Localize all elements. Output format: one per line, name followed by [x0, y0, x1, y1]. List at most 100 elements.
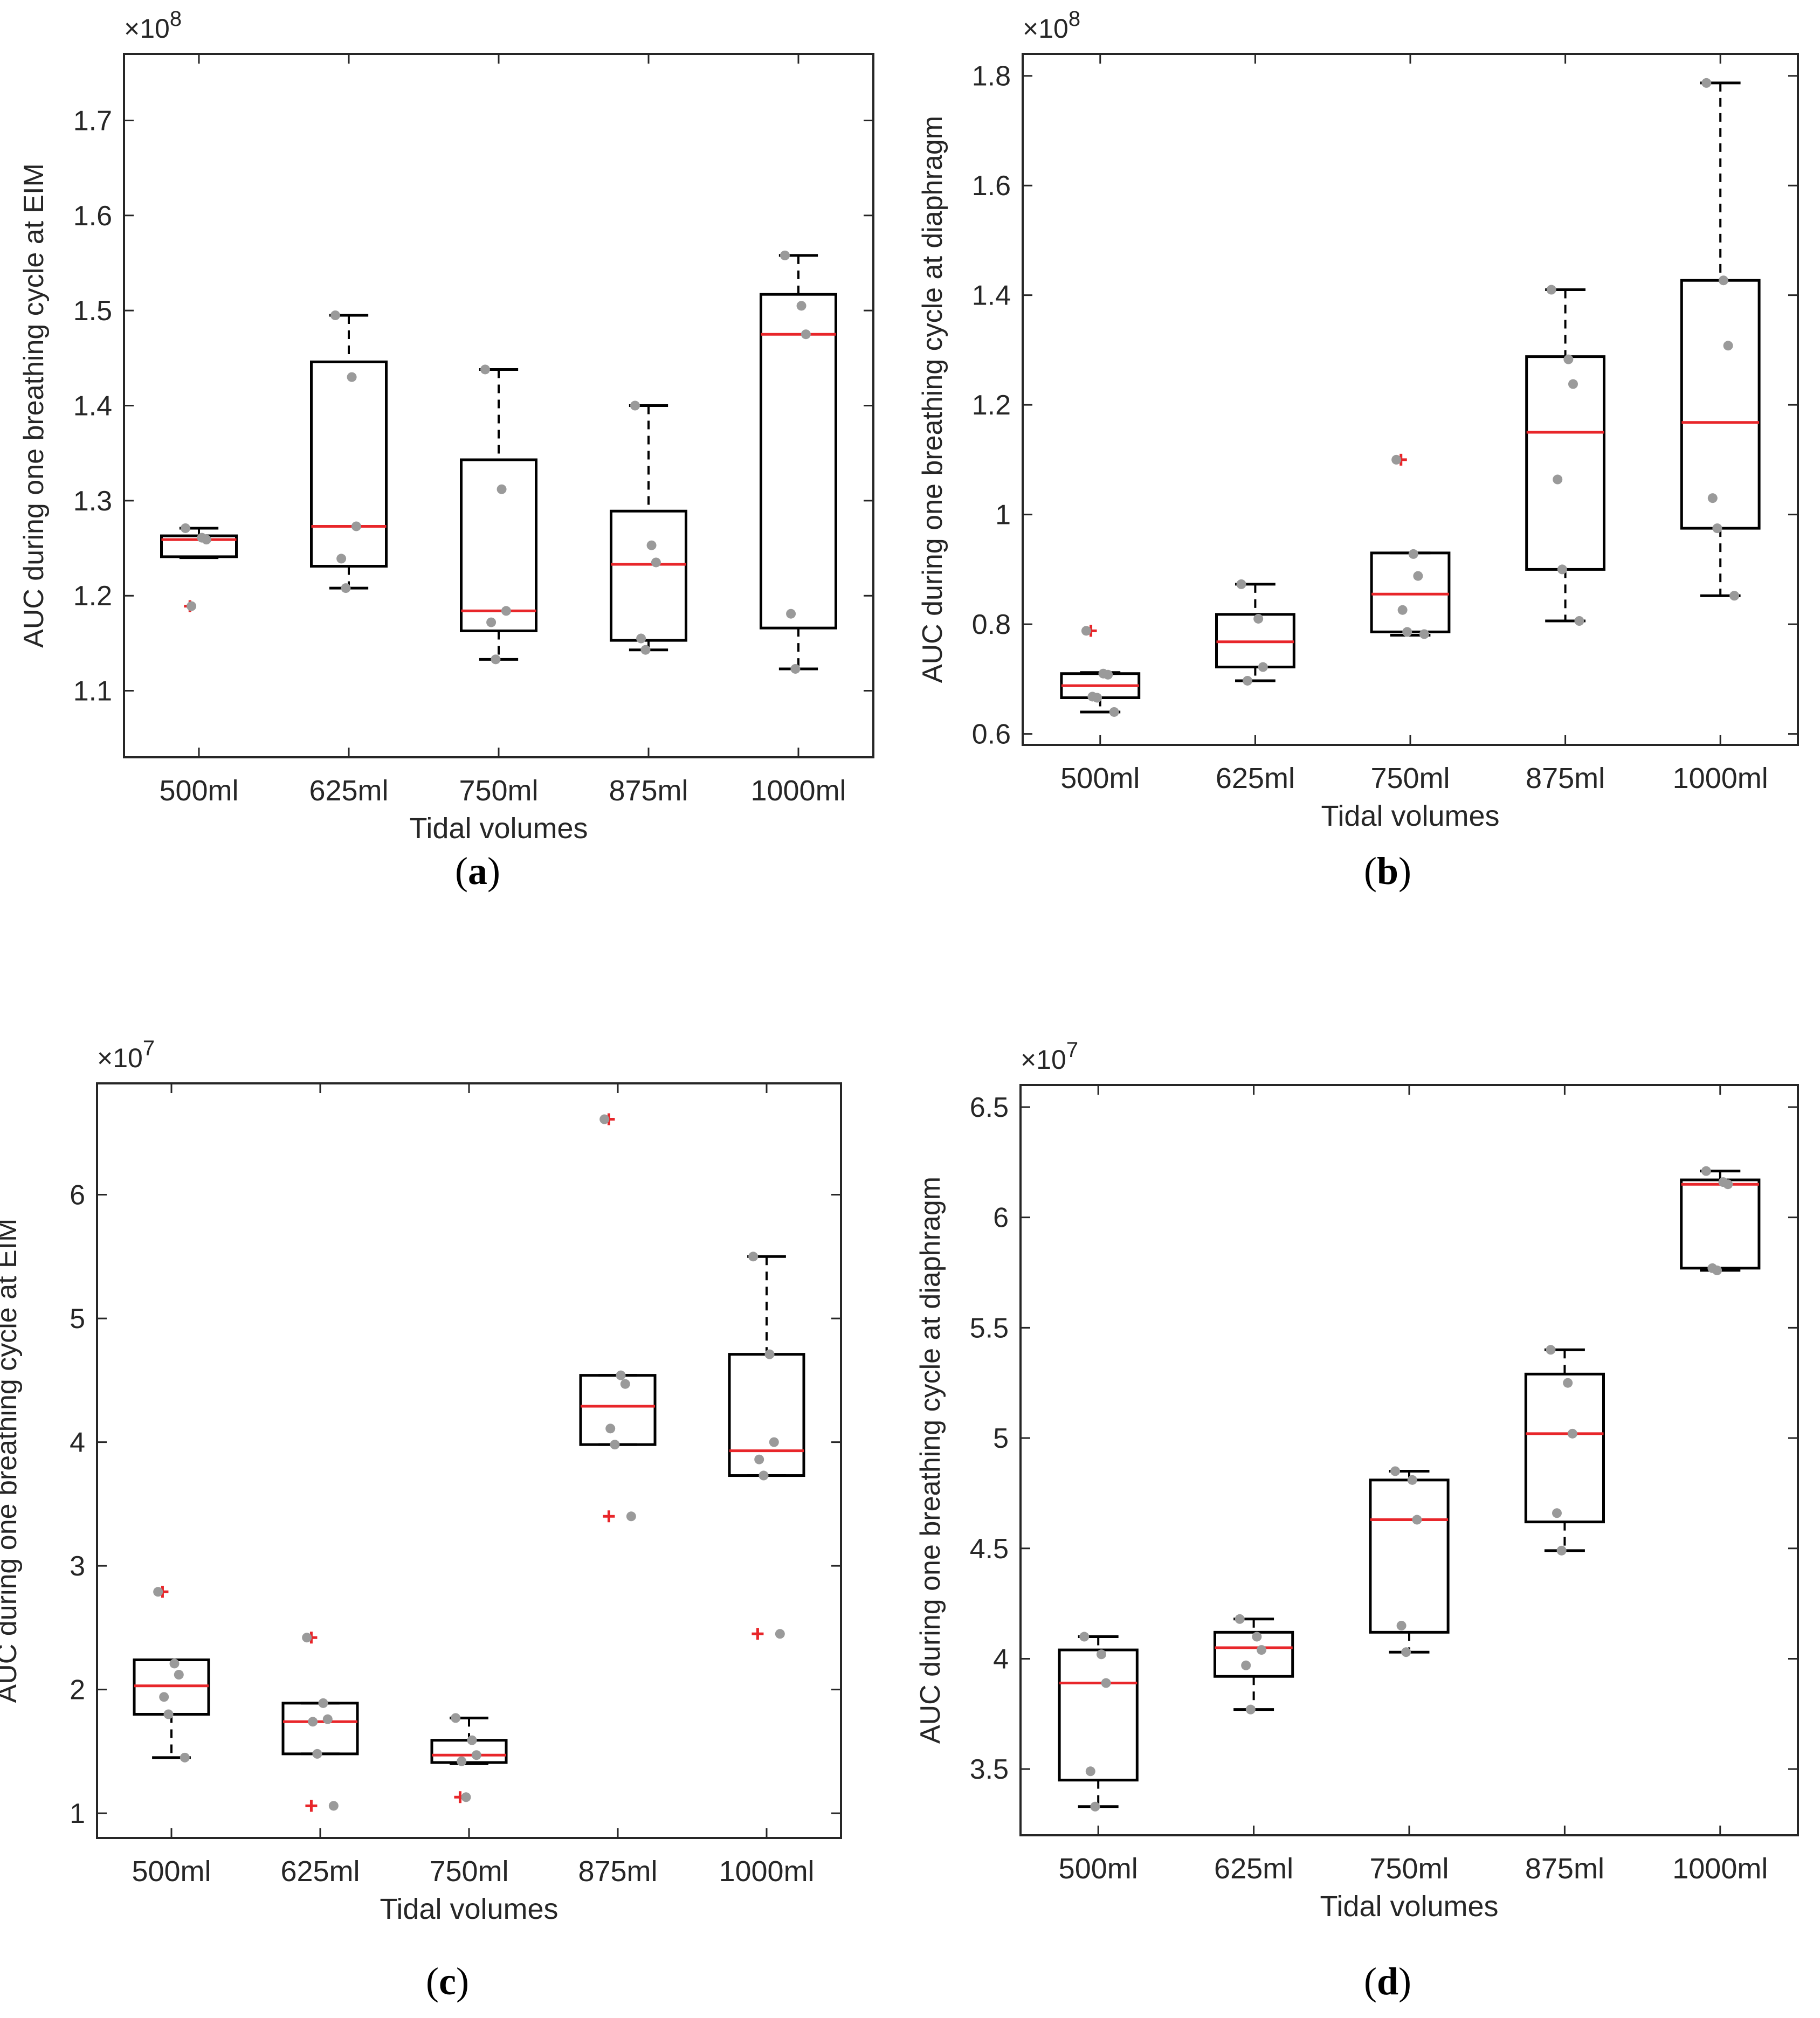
data-point [605, 1423, 616, 1434]
data-point [1574, 616, 1584, 626]
data-point [457, 1756, 467, 1766]
data-point [1712, 1265, 1722, 1275]
y-tick-label: 1.7 [73, 105, 112, 136]
data-point [461, 1792, 471, 1802]
data-point [201, 535, 211, 545]
box-group-1000ml [1680, 1166, 1761, 1275]
data-point [754, 1454, 764, 1464]
iqr-box [1524, 1372, 1605, 1524]
data-point [1397, 605, 1408, 615]
box-group-625ml [281, 1632, 359, 1812]
y-tick-label: 1.2 [972, 390, 1011, 421]
x-tick-label: 875ml [1525, 1853, 1604, 1885]
data-point [480, 364, 490, 375]
y-tick-label: 6.5 [970, 1092, 1009, 1123]
x-tick-label: 500ml [159, 775, 238, 807]
data-point [1090, 1801, 1100, 1812]
box-group-750ml [1369, 1466, 1450, 1657]
data-point [497, 484, 507, 494]
data-point [174, 1670, 184, 1680]
y-tick-label: 1.5 [73, 295, 112, 327]
data-point [1723, 1179, 1733, 1190]
y-tick-label: 5 [70, 1303, 85, 1335]
data-point [1235, 1614, 1245, 1624]
box-group-875ml [579, 1113, 657, 1523]
y-tick-label: 0.8 [972, 609, 1011, 640]
data-point [1413, 571, 1423, 581]
data-point [1109, 707, 1119, 717]
x-axis-label: Tidal volumes [409, 812, 588, 845]
axis-exponent: ×108 [1023, 7, 1080, 44]
data-point [651, 557, 661, 568]
data-point [1712, 523, 1722, 534]
data-point [1419, 629, 1429, 639]
data-point [159, 1692, 169, 1702]
box-group-500ml [1058, 1632, 1139, 1812]
box-group-1000ml [1680, 78, 1761, 601]
data-point [1412, 1515, 1422, 1525]
data-point [796, 301, 806, 311]
data-point [759, 1470, 769, 1481]
y-tick-label: 1.2 [73, 580, 112, 612]
panel-label-b: (b) [1364, 849, 1411, 893]
data-point [491, 654, 501, 665]
y-tick-label: 1.4 [972, 280, 1011, 312]
data-point [599, 1114, 610, 1124]
box-group-500ml [133, 1586, 210, 1763]
data-point [630, 400, 640, 411]
x-tick-label: 1000ml [719, 1855, 814, 1888]
data-point [620, 1379, 630, 1389]
y-tick-label: 2 [70, 1675, 85, 1706]
y-tick-label: 1.6 [972, 170, 1011, 202]
data-point [351, 521, 361, 531]
data-point [328, 1801, 339, 1811]
y-tick-label: 4.5 [970, 1533, 1009, 1565]
data-point [1236, 579, 1246, 589]
data-point [1563, 354, 1574, 364]
x-tick-label: 1000ml [1672, 1853, 1768, 1885]
data-point [780, 250, 790, 260]
x-tick-label: 1000ml [750, 775, 846, 807]
y-tick-label: 1 [995, 500, 1011, 531]
y-tick-label: 1.3 [73, 486, 112, 517]
data-point [153, 1587, 163, 1597]
outlier-marker [752, 1628, 764, 1640]
y-axis-label: AUC during one breathing cycle at EIM [18, 163, 50, 648]
data-point [1252, 1632, 1262, 1642]
data-point [1245, 1704, 1256, 1715]
data-point [1241, 1660, 1251, 1670]
x-tick-label: 625ml [1214, 1853, 1293, 1885]
data-point [1081, 626, 1091, 636]
data-point [1257, 1645, 1267, 1655]
data-point [1568, 379, 1578, 389]
data-point [786, 609, 796, 619]
data-point [308, 1717, 318, 1727]
data-point [322, 1714, 333, 1724]
axis-exponent: ×107 [97, 1036, 155, 1073]
data-point [1092, 693, 1102, 703]
data-point [616, 1370, 626, 1380]
axis-exponent-base: ×10 [1021, 1045, 1066, 1075]
axis-exponent: ×108 [124, 7, 182, 44]
data-point [1408, 549, 1418, 559]
data-point [640, 645, 651, 655]
data-point [486, 617, 497, 627]
x-axis-label: Tidal volumes [1321, 800, 1499, 832]
chart-d: 3.5 4 4.5 5 5.5 6 6.5 500ml 625ml 750ml 875ml 1000m… [915, 1038, 1799, 1923]
data-point [1707, 493, 1718, 503]
data-point [180, 523, 190, 533]
box-group-1000ml [760, 250, 837, 674]
data-point [1258, 662, 1268, 672]
data-point [636, 633, 646, 644]
box-group-625ml [1214, 1614, 1294, 1715]
data-point [1079, 1632, 1090, 1642]
data-point [471, 1750, 481, 1760]
box-group-750ml [460, 364, 537, 665]
data-point [341, 583, 351, 593]
data-point [769, 1437, 779, 1447]
data-point [1243, 675, 1253, 686]
x-tick-label: 750ml [1369, 1853, 1449, 1885]
data-point [467, 1735, 477, 1745]
axis-exponent-power: 7 [1066, 1038, 1078, 1062]
data-point [163, 1709, 174, 1719]
